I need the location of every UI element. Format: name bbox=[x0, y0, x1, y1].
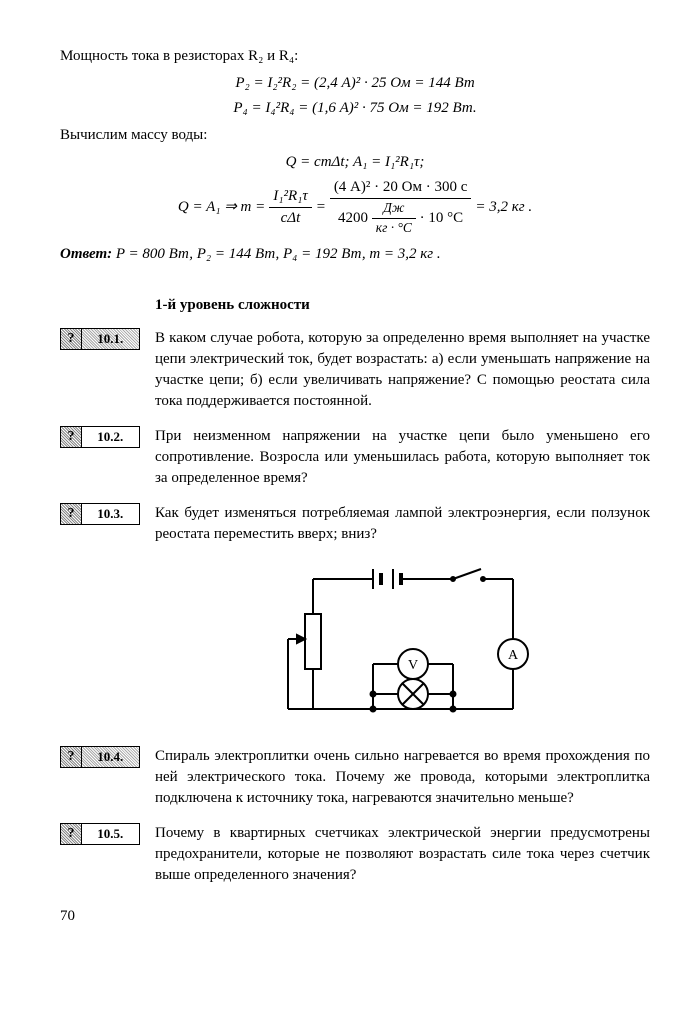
badge-10-1: ? 10.1. bbox=[60, 328, 140, 350]
eq4-mid: = bbox=[316, 197, 326, 218]
answer-text: P = 800 Вт, P₂ = 144 Вт, P₄ = 192 Вт, m … bbox=[112, 246, 441, 262]
answer-label: Ответ: bbox=[60, 246, 112, 262]
problem-10-1: ? 10.1. В каком случае робота, которую з… bbox=[60, 328, 650, 412]
problem-10-5: ? 10.5. Почему в квартирных счетчиках эл… bbox=[60, 823, 650, 886]
problem-text: В каком случае робота, которую за опреде… bbox=[155, 328, 650, 412]
problem-10-4: ? 10.4. Спираль электроплитки очень силь… bbox=[60, 746, 650, 809]
badge-number: 10.5. bbox=[81, 823, 141, 845]
problem-text: При неизменном напряжении на участке цеп… bbox=[155, 426, 650, 489]
intro-line-2: Вычислим массу воды: bbox=[60, 125, 650, 146]
equation-mass: Q = A₁ ⇒ m = I₁²R₁τ cΔt = (4 А)² · 20 Ом… bbox=[60, 177, 650, 238]
badge-10-4: ? 10.4. bbox=[60, 746, 140, 768]
eq4-frac2: (4 А)² · 20 Ом · 300 с 4200 Дж кг · °С ·… bbox=[330, 177, 472, 238]
badge-q-icon: ? bbox=[60, 823, 82, 845]
intro-line-1: Мощность тока в резисторах R₂ и R₄: bbox=[60, 46, 650, 67]
eq4-post: = 3,2 кг . bbox=[475, 197, 532, 218]
badge-number: 10.1. bbox=[81, 328, 141, 350]
badge-number: 10.4. bbox=[81, 746, 141, 768]
badge-q-icon: ? bbox=[60, 746, 82, 768]
problem-text: Как будет изменяться потребляемая лампой… bbox=[155, 503, 650, 545]
badge-number: 10.3. bbox=[81, 503, 141, 525]
answer-line: Ответ: P = 800 Вт, P₂ = 144 Вт, P₄ = 192… bbox=[60, 244, 650, 265]
badge-10-2: ? 10.2. bbox=[60, 426, 140, 448]
section-heading: 1-й уровень сложности bbox=[155, 295, 650, 316]
badge-10-5: ? 10.5. bbox=[60, 823, 140, 845]
voltmeter-label: V bbox=[407, 658, 417, 673]
problem-10-3: ? 10.3. Как будет изменяться потребляема… bbox=[60, 503, 650, 545]
problem-text: Спираль электроплитки очень сильно нагре… bbox=[155, 746, 650, 809]
badge-number: 10.2. bbox=[81, 426, 141, 448]
ammeter-label: A bbox=[507, 648, 518, 663]
badge-q-icon: ? bbox=[60, 328, 82, 350]
badge-q-icon: ? bbox=[60, 426, 82, 448]
circuit-diagram: A V bbox=[155, 559, 650, 736]
problem-10-2: ? 10.2. При неизменном напряжении на уча… bbox=[60, 426, 650, 489]
equation-q: Q = cmΔt; A₁ = I₁²R₁τ; bbox=[60, 152, 650, 173]
equation-p2: P₂ = I₂²R₂ = (2,4 А)² · 25 Ом = 144 Вт bbox=[60, 73, 650, 94]
problem-text: Почему в квартирных счетчиках электричес… bbox=[155, 823, 650, 886]
eq4-pre: Q = A₁ ⇒ m = bbox=[178, 197, 265, 218]
page-number: 70 bbox=[60, 906, 650, 927]
equation-p4: P₄ = I₄²R₄ = (1,6 А)² · 75 Ом = 192 Вт. bbox=[60, 98, 650, 119]
page: Мощность тока в резисторах R₂ и R₄: P₂ =… bbox=[0, 0, 700, 957]
eq4-frac1: I₁²R₁τ cΔt bbox=[269, 186, 311, 229]
badge-10-3: ? 10.3. bbox=[60, 503, 140, 525]
badge-q-icon: ? bbox=[60, 503, 82, 525]
